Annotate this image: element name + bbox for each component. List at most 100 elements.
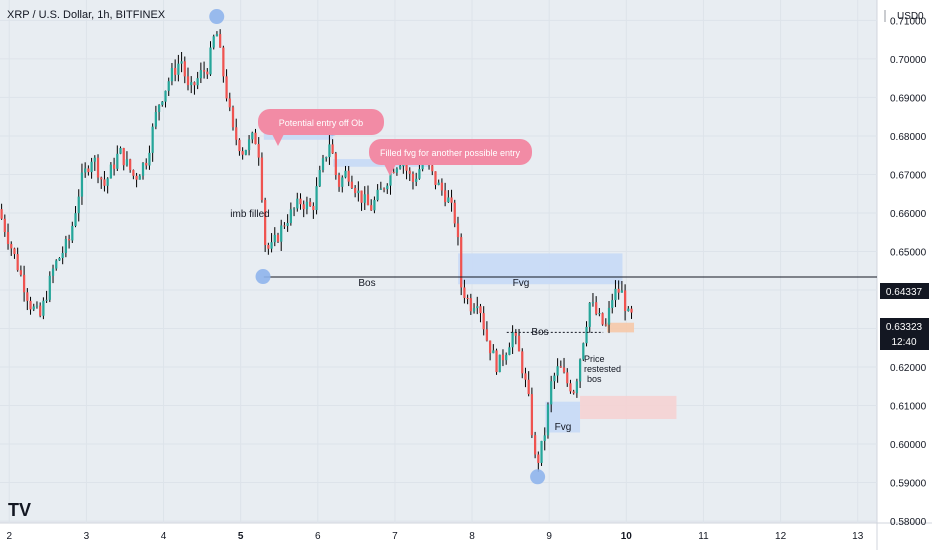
candle-body — [488, 340, 492, 354]
tradingview-logo: TV — [8, 500, 31, 520]
candle-body — [476, 306, 479, 309]
time-axis-ticks: 2 3 4 5 6 7 8 9 10 11 12 13 — [6, 531, 863, 542]
candle-body — [511, 332, 514, 348]
y-tick-label: 0.66000 — [890, 209, 927, 220]
candle-body — [321, 158, 325, 171]
x-tick-label: 9 — [546, 531, 552, 542]
callout-filled-fvg: Filled fvg for another possible entry — [369, 139, 532, 176]
candle-body — [604, 324, 607, 326]
candle-body — [453, 202, 456, 224]
candle-body — [51, 268, 55, 276]
candle-body — [363, 194, 366, 203]
candle-body — [6, 232, 10, 245]
candle-body — [485, 329, 489, 341]
candle-body — [443, 190, 447, 203]
candle-body — [209, 47, 212, 75]
candle-body — [132, 170, 135, 176]
candle-body — [402, 165, 405, 167]
label-price-retest-3: bos — [587, 374, 602, 384]
candle-body — [405, 165, 408, 171]
candle-body — [270, 242, 273, 249]
candle-body — [219, 34, 222, 48]
candle-body — [440, 182, 444, 191]
candle-body — [231, 107, 235, 128]
candle-body — [598, 313, 601, 315]
callout-pointer — [272, 134, 284, 146]
candle-body — [112, 164, 116, 169]
candle-body — [39, 305, 42, 316]
candle-body — [157, 104, 161, 112]
candle-body — [247, 139, 251, 151]
candle-body — [292, 208, 296, 210]
candle-body — [463, 287, 466, 298]
candle-body — [415, 178, 418, 182]
candle-body — [161, 101, 164, 105]
candle-body — [276, 234, 280, 242]
y-tick-label: 0.61000 — [890, 402, 927, 413]
candle-body — [456, 223, 460, 238]
countdown-text: 12:40 — [891, 337, 916, 348]
candle-body — [61, 252, 64, 258]
candle-body — [395, 168, 399, 173]
candle-body — [45, 299, 48, 301]
candle-body — [254, 132, 257, 145]
candle-body — [48, 275, 51, 300]
candle-body — [93, 157, 96, 162]
candle-body — [289, 209, 292, 224]
candle-body — [460, 237, 463, 288]
candle-body — [623, 290, 627, 312]
candle-body — [630, 308, 633, 313]
y-tick-label: 0.59000 — [890, 479, 927, 490]
x-tick-label: 7 — [392, 531, 398, 542]
x-tick-label: 4 — [161, 531, 167, 542]
callout-text: Filled fvg for another possible entry — [380, 148, 521, 158]
candle-body — [32, 306, 35, 310]
candle-body — [418, 169, 421, 179]
y-tick-label: 0.60000 — [890, 440, 927, 451]
candle-body — [517, 335, 521, 352]
y-tick-label: 0.70000 — [890, 55, 927, 66]
candle-body — [58, 257, 61, 261]
current-price-tag: 0.63323 12:40 — [880, 318, 929, 350]
zone-pink — [580, 395, 677, 420]
current-price-tag-bg — [880, 318, 929, 350]
candle-body — [90, 161, 93, 173]
callout-bubble — [369, 139, 532, 165]
candle-body — [408, 170, 411, 174]
zone-orange — [607, 322, 635, 333]
y-tick-label: 0.69000 — [890, 93, 927, 104]
candle-body — [151, 126, 154, 153]
candle-body — [540, 440, 543, 463]
candle-body — [620, 290, 624, 293]
levels — [263, 276, 877, 333]
candle-body — [533, 435, 537, 455]
candle-body — [527, 379, 530, 395]
candle-body — [299, 198, 302, 205]
candle-body — [595, 302, 598, 314]
candle-body — [244, 150, 247, 155]
label-imb-filled: imb filled — [230, 209, 269, 220]
candle-body — [421, 162, 424, 170]
swing-marker — [530, 469, 546, 485]
candle-body — [588, 302, 591, 327]
candle-body — [389, 171, 392, 186]
candle-body — [546, 404, 550, 436]
candle-body — [437, 182, 440, 185]
candle-body — [109, 164, 113, 179]
candle-body — [103, 179, 106, 186]
current-price-text: 0.63323 — [886, 322, 923, 333]
candle-body — [331, 144, 334, 154]
candle-body — [376, 189, 379, 201]
candle-body — [215, 34, 219, 37]
bos-level-tag-bg — [880, 283, 929, 299]
candle-body — [578, 359, 582, 382]
candle-body — [22, 274, 26, 293]
candle-body — [550, 381, 553, 405]
candle-body — [472, 308, 476, 312]
y-tick-label: 0.67000 — [890, 170, 927, 181]
candle-body — [286, 223, 289, 226]
candle-body — [16, 254, 19, 271]
candle-body — [257, 144, 260, 158]
